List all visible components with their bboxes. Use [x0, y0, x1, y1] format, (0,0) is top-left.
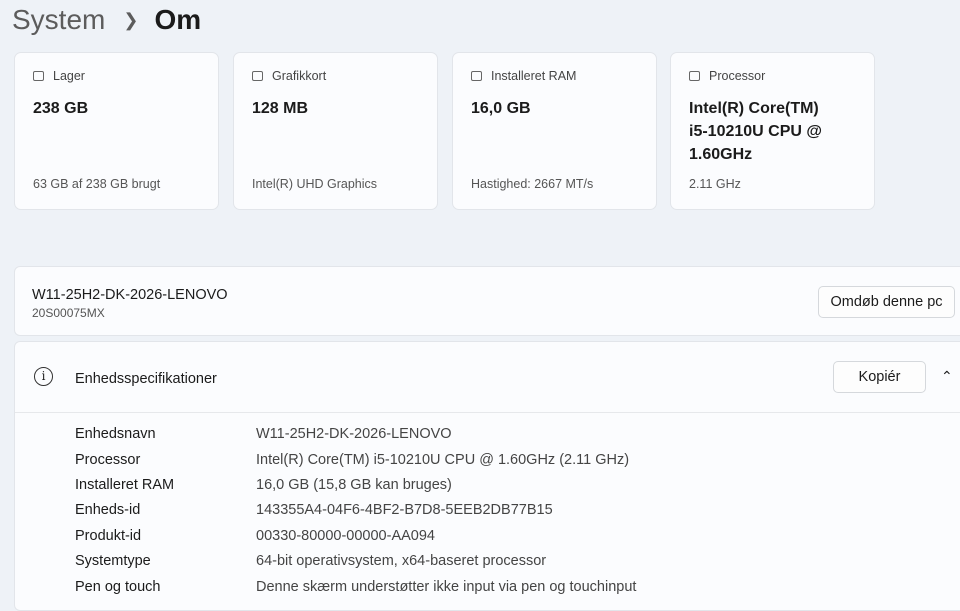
ram-icon [471, 71, 482, 81]
card-sub: Hastighed: 2667 MT/s [471, 177, 594, 191]
card-value: 238 GB [33, 100, 89, 117]
spec-row: Produkt-id 00330-80000-00000-AA094 [75, 528, 435, 544]
processor-icon [689, 71, 700, 81]
card-processor[interactable]: Processor Intel(R) Core(TM) i5-10210U CP… [670, 52, 875, 210]
card-label: Installeret RAM [491, 69, 577, 83]
card-sub: Intel(R) UHD Graphics [252, 177, 378, 191]
spec-key: Enhedsnavn [75, 426, 156, 442]
breadcrumb-system[interactable]: System [12, 4, 106, 35]
page-title: Om [154, 4, 202, 35]
chevron-right-icon: ❯ [123, 9, 139, 30]
card-ram[interactable]: Installeret RAM 16,0 GB Hastighed: 2667 … [452, 52, 657, 210]
specs-title: Enhedsspecifikationer [75, 371, 217, 387]
spec-value: Denne skærm understøtter ikke input via … [256, 579, 637, 595]
spec-row: Systemtype 64-bit operativsystem, x64-bas… [75, 553, 546, 569]
graphics-card-icon [252, 71, 263, 81]
spec-row: Installeret RAM 16,0 GB (15,8 GB kan brug… [75, 477, 452, 493]
spec-key: Pen og touch [75, 579, 161, 595]
card-sub: 63 GB af 238 GB brugt [33, 177, 161, 191]
spec-row: Pen og touch Denne skærm understøtter ikk… [75, 579, 636, 595]
card-storage[interactable]: Lager 238 GB 63 GB af 238 GB brugt [14, 52, 219, 210]
spec-value: 143355A4-04F6-4BF2-B7D8-5EEB2DB77B15 [256, 502, 553, 518]
device-specifications: i Enhedsspecifikationer Kopiér ⌃ Enhedsn… [14, 341, 960, 611]
spec-row: Enheds-id 143355A4-04F6-4BF2-B7D8-5EEB2DB… [75, 502, 553, 518]
chevron-up-icon[interactable]: ⌃ [941, 368, 953, 384]
card-value: Intel(R) Core(TM) i5-10210U CPU @ 1.60GH… [689, 100, 822, 163]
spec-value: Intel(R) Core(TM) i5-10210U CPU @ 1.60GH… [256, 452, 630, 468]
specs-header[interactable]: i Enhedsspecifikationer Kopiér ⌃ [15, 342, 960, 413]
spec-value: 64-bit operativsystem, x64-baseret proce… [256, 553, 547, 569]
spec-key: Installeret RAM [75, 477, 175, 493]
breadcrumb: System ❯ Om [12, 4, 201, 36]
info-icon: i [34, 367, 53, 386]
card-label: Grafikkort [272, 69, 327, 83]
pc-name: W11-25H2-DK-2026-LENOVO [32, 287, 228, 303]
card-value: 16,0 GB [471, 100, 531, 117]
spec-key: Systemtype [75, 553, 151, 569]
spec-key: Enheds-id [75, 502, 141, 518]
spec-key: Produkt-id [75, 528, 142, 544]
copy-button[interactable]: Kopiér [833, 361, 926, 393]
spec-value: 00330-80000-00000-AA094 [256, 528, 435, 544]
spec-value: W11-25H2-DK-2026-LENOVO [256, 426, 452, 442]
card-value: 128 MB [252, 100, 309, 117]
spec-key: Processor [75, 452, 141, 468]
pc-name-panel: W11-25H2-DK-2026-LENOVO 20S00075MX Omdøb… [14, 266, 960, 336]
spec-value: 16,0 GB (15,8 GB kan bruges) [256, 477, 452, 493]
card-sub: 2.11 GHz [689, 177, 741, 191]
storage-icon [33, 71, 44, 81]
pc-model: 20S00075MX [32, 306, 105, 320]
card-label: Lager [53, 69, 85, 83]
spec-row: Enhedsnavn W11-25H2-DK-2026-LENOVO [75, 426, 452, 442]
card-label: Processor [709, 69, 766, 83]
card-graphics[interactable]: Grafikkort 128 MB Intel(R) UHD Graphics [233, 52, 438, 210]
rename-pc-button[interactable]: Omdøb denne pc [818, 286, 955, 318]
spec-row: Processor Intel(R) Core(TM) i5-10210U CPU… [75, 452, 629, 468]
